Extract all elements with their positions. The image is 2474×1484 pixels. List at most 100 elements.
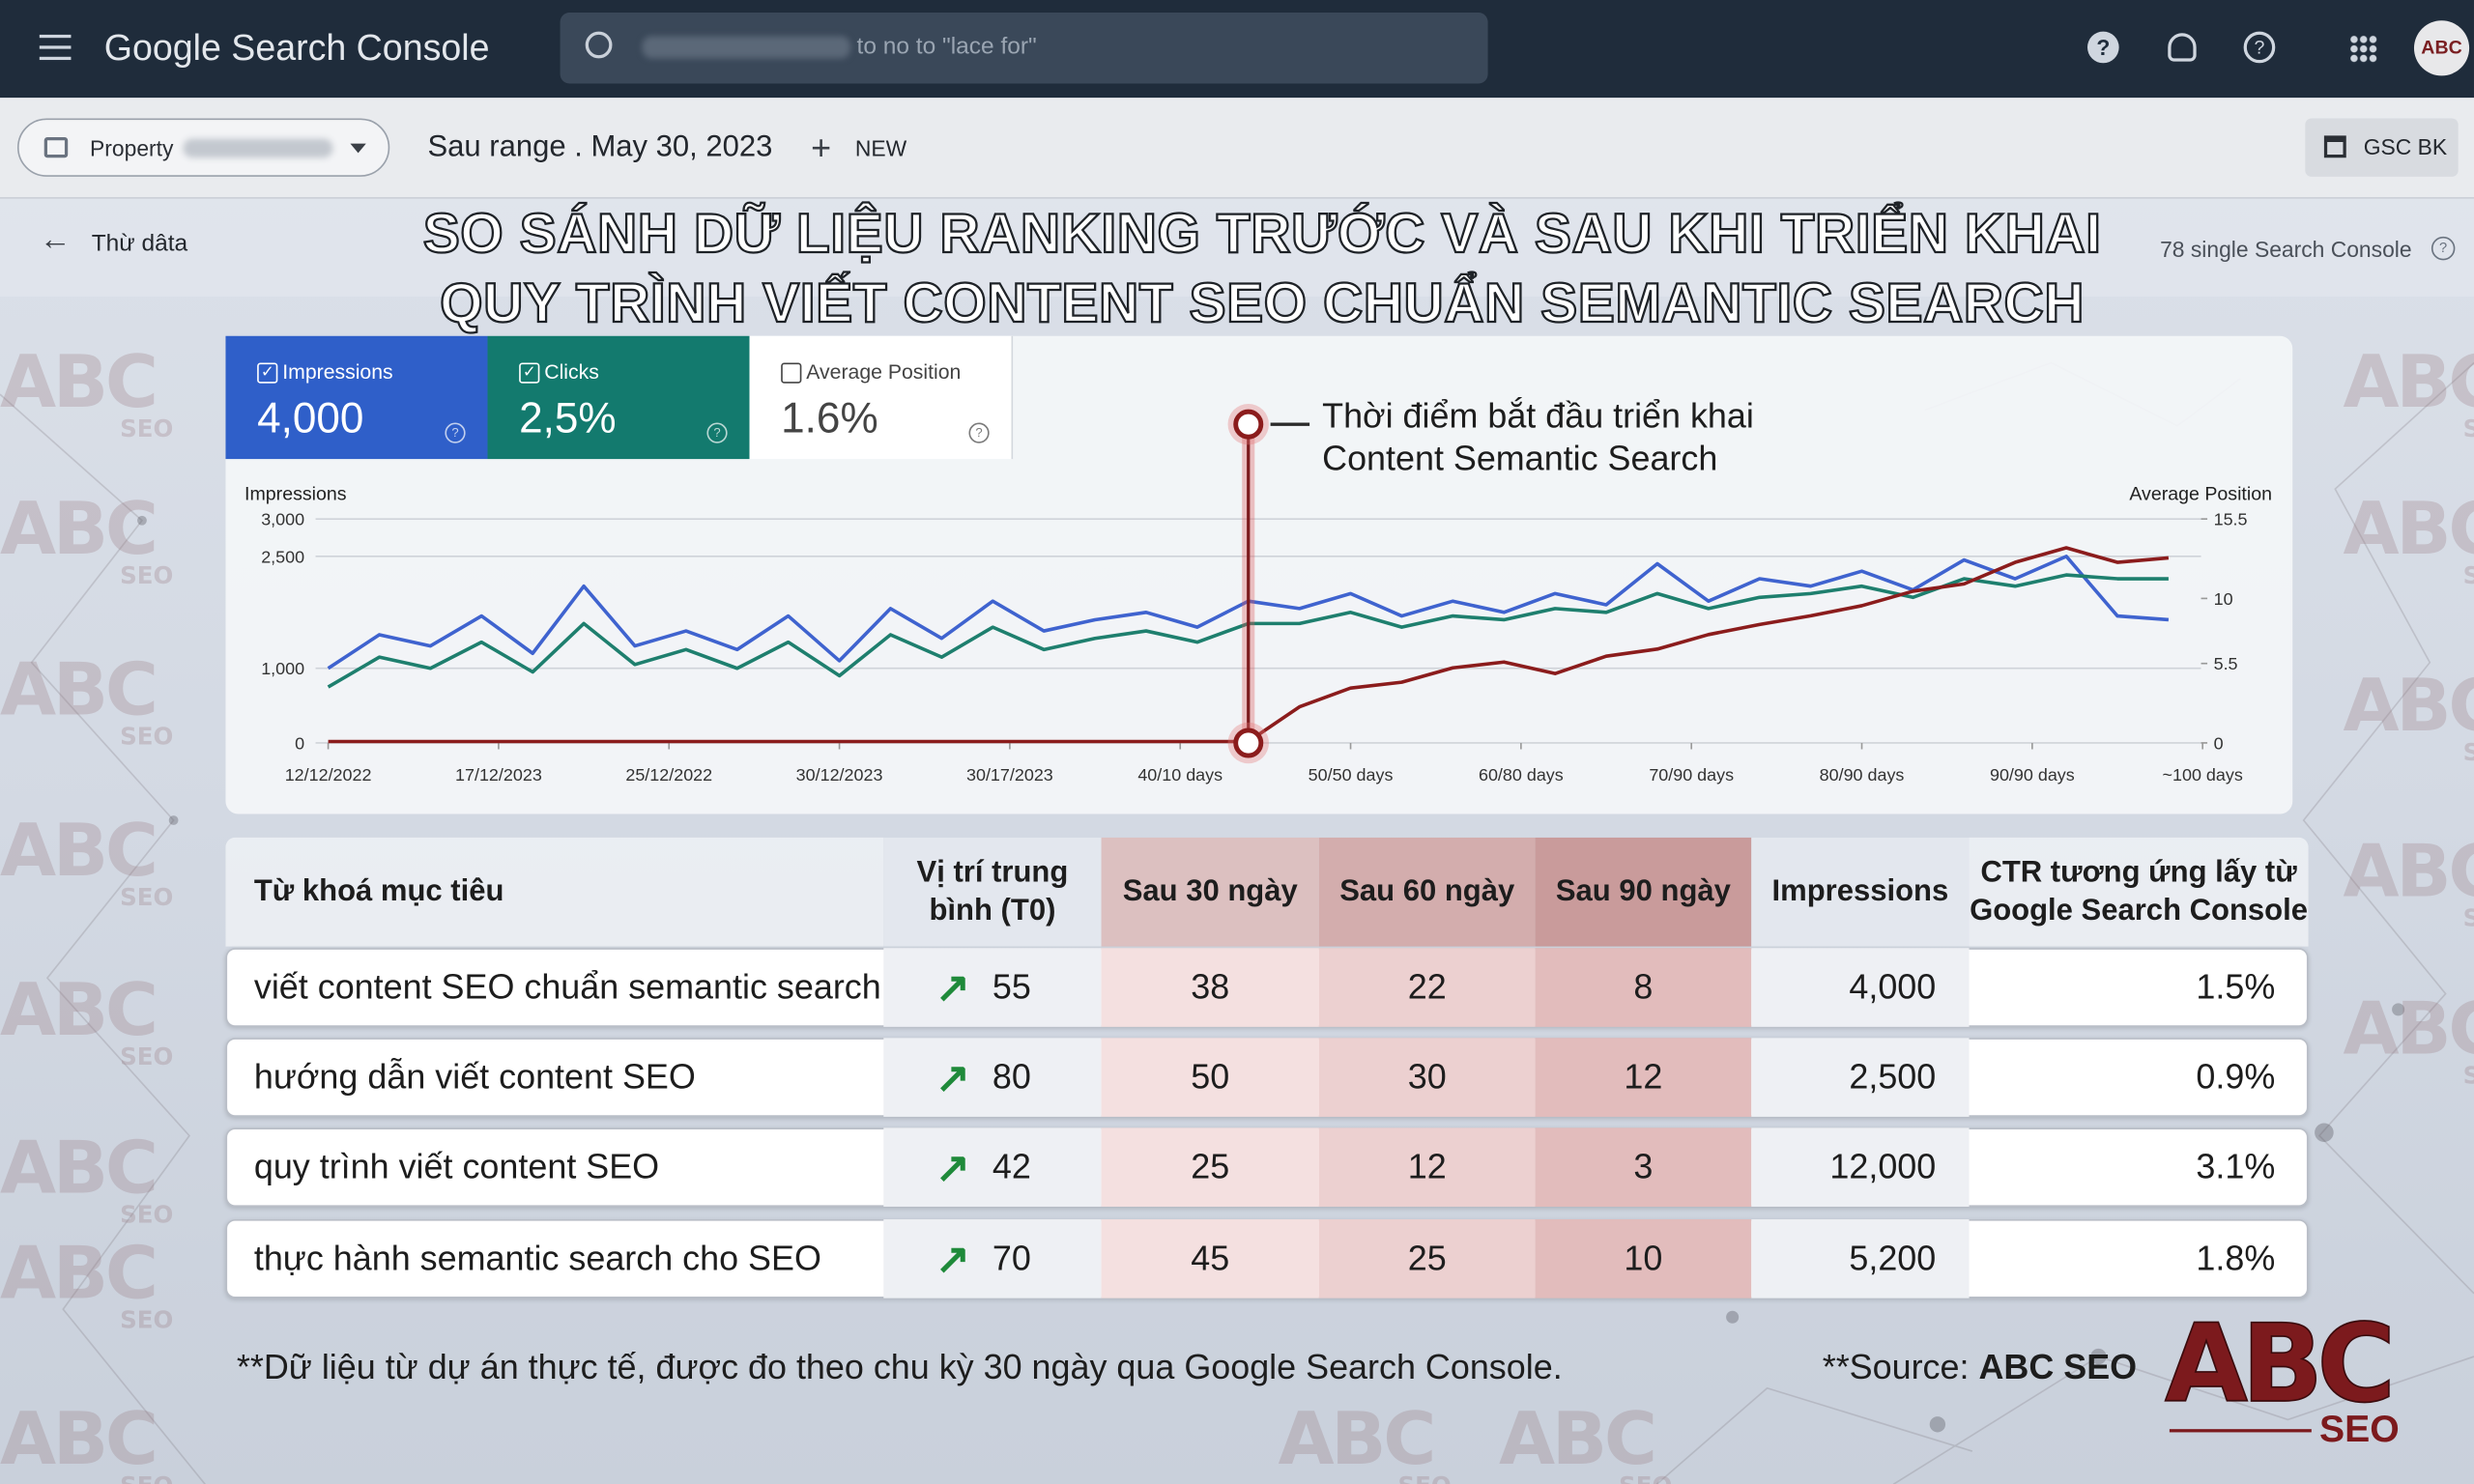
watermark-brand: ABC <box>2343 662 2474 748</box>
table-cell: quy trình viết content SEO <box>253 1146 660 1186</box>
table-cell: 70 <box>883 1219 1102 1298</box>
table-cell: thực hành semantic search cho SEO <box>253 1238 821 1278</box>
logo-brand: ABC <box>2164 1302 2397 1429</box>
table-cell: 50 <box>1101 1038 1319 1117</box>
watermark-brand: ABC <box>0 807 158 894</box>
table-cell: 3.1% <box>2196 1146 2276 1186</box>
watermark-tag: SEO <box>2463 904 2474 932</box>
search-box[interactable]: to no to "lace for" <box>560 13 1488 84</box>
y2-tick-label: 0 <box>2214 734 2224 754</box>
metric-label: ✓ Clicks <box>519 359 599 384</box>
x-tick-label: 40/10 days <box>1137 765 1223 785</box>
series-name: Average Position <box>806 359 962 384</box>
table-cell: 42 <box>883 1127 1102 1207</box>
watermark-brand: ABC <box>2343 985 2474 1071</box>
x-tick-label: 80/90 days <box>1820 765 1905 785</box>
x-tick-label: 70/90 days <box>1649 765 1734 785</box>
property-selector[interactable]: Property <box>16 118 390 177</box>
table-cell: 4,000 <box>1751 948 1970 1027</box>
annotation-text: Content Semantic Search <box>1322 439 1717 478</box>
footer-note: **Dữ liệu từ dự án thực tế, được đo theo… <box>236 1347 1563 1387</box>
menu-icon[interactable] <box>39 34 72 61</box>
table-cell: 45 <box>1101 1219 1319 1298</box>
x-tick-label: 17/12/2023 <box>455 765 542 785</box>
x-tick-label: 25/12/2022 <box>625 765 712 785</box>
search-placeholder: to no to "lace for" <box>856 33 1037 61</box>
watermark-brand: ABC <box>0 1125 158 1211</box>
headline-line: SO SÁNH DỮ LIỆU RANKING TRƯỚC VÀ SAU KHI… <box>422 202 2103 266</box>
date-range[interactable]: Sau range . May 30, 2023 <box>427 130 773 164</box>
help-icon[interactable]: ? <box>2086 31 2119 64</box>
source-name: ABC SEO <box>1978 1347 2138 1387</box>
headline-line: QUY TRÌNH VIẾT CONTENT SEO CHUẨN SEMANTI… <box>439 271 2086 335</box>
metric-value: 4,000 <box>257 394 364 442</box>
right-note: 78 single Search Console <box>2160 236 2412 263</box>
y2-axis-title: Average Position <box>2129 484 2272 505</box>
top-bar: Google Search Console to no to "lace for… <box>0 0 2474 99</box>
apps-icon[interactable] <box>2349 34 2378 64</box>
checkbox[interactable]: ✓ <box>257 362 278 384</box>
y2-tick-label: 10 <box>2214 589 2233 609</box>
new-button[interactable]: NEW <box>854 135 907 161</box>
watermark-tag: SEO <box>120 561 174 590</box>
avatar[interactable]: ABC <box>2413 20 2470 76</box>
table-cell: 1.8% <box>2196 1238 2276 1278</box>
watermark-brand: ABC <box>2343 485 2474 572</box>
table-header: Từ khoá mục tiêu <box>225 837 884 947</box>
series-name: Impressions <box>282 359 393 384</box>
table-header: Vị trí trung bình (T0) <box>883 837 1102 947</box>
trend-arrow: ↗ <box>935 1053 970 1101</box>
dropdown-caret <box>350 143 366 154</box>
admin-icon[interactable] <box>2168 33 2197 62</box>
logo-rule <box>2169 1429 2312 1433</box>
checkbox[interactable]: ✓ <box>519 362 540 384</box>
property-icon <box>43 137 69 158</box>
metric-card[interactable]: ✓ Impressions 4,000? <box>225 335 488 460</box>
checkbox[interactable] <box>781 362 802 384</box>
table-cell: 8 <box>1535 948 1752 1027</box>
chart: 0 1,000 2,500 3,000 0 5.5 10 15.5 12/12/2022 17/1… <box>245 395 2272 785</box>
watermark-tag: SEO <box>2463 414 2474 442</box>
blurred-text <box>642 36 850 59</box>
support-icon[interactable]: ? <box>2243 31 2276 64</box>
watermark-tag: SEO <box>120 722 174 752</box>
headline: SO SÁNH DỮ LIỆU RANKING TRƯỚC VÀ SAU KHI… <box>0 200 2474 339</box>
watermark-brand: ABC <box>2343 828 2474 914</box>
y-tick-label: 2,500 <box>261 547 304 566</box>
export-button[interactable]: GSC BK <box>2305 118 2459 177</box>
watermark-tag: SEO <box>2463 738 2474 766</box>
watermark-brand: ABC <box>2343 339 2474 425</box>
watermark-brand: ABC <box>0 339 158 425</box>
trend-arrow: ↗ <box>935 963 970 1012</box>
y-axis-title: Impressions <box>245 484 347 505</box>
property-label: Property <box>90 135 174 161</box>
table-cell: 55 <box>883 948 1102 1027</box>
y-tick-label: 3,000 <box>261 510 304 529</box>
help-icon: ? <box>706 422 728 443</box>
watermark-tag: SEO <box>2463 1062 2474 1090</box>
table-cell: 30 <box>1318 1038 1536 1117</box>
table-header: CTR tương ứng lấy từ Google Search Conso… <box>1969 837 2309 947</box>
plus-icon: + <box>811 128 832 168</box>
trend-arrow: ↗ <box>935 1143 970 1191</box>
x-tick-label: 60/80 days <box>1479 765 1564 785</box>
watermark-brand: ABC <box>1278 1395 1436 1482</box>
watermark-brand: ABC <box>0 966 158 1052</box>
app-name: Google Search Console <box>103 26 490 69</box>
back-arrow[interactable]: ← <box>39 222 72 258</box>
metric-card[interactable]: Average Position 1.6%? <box>749 335 1014 460</box>
help-icon: ? <box>445 422 466 443</box>
toolbar: Property Sau range . May 30, 2023 + NEW … <box>0 98 2474 199</box>
metric-card[interactable]: ✓ Clicks 2,5%? <box>487 335 750 460</box>
table-cell: viết content SEO chuẩn semantic search <box>253 966 881 1007</box>
table-header: Impressions <box>1751 837 1970 947</box>
back-label[interactable]: Thừ dâta <box>91 230 188 258</box>
watermark-tag: SEO <box>1398 1471 1452 1484</box>
blurred-property <box>183 138 333 158</box>
watermark-brand: ABC <box>0 1230 158 1316</box>
x-tick-label: 30/17/2023 <box>966 765 1053 785</box>
metric-label: ✓ Impressions <box>257 359 393 384</box>
table-cell: 2,500 <box>1751 1038 1970 1117</box>
